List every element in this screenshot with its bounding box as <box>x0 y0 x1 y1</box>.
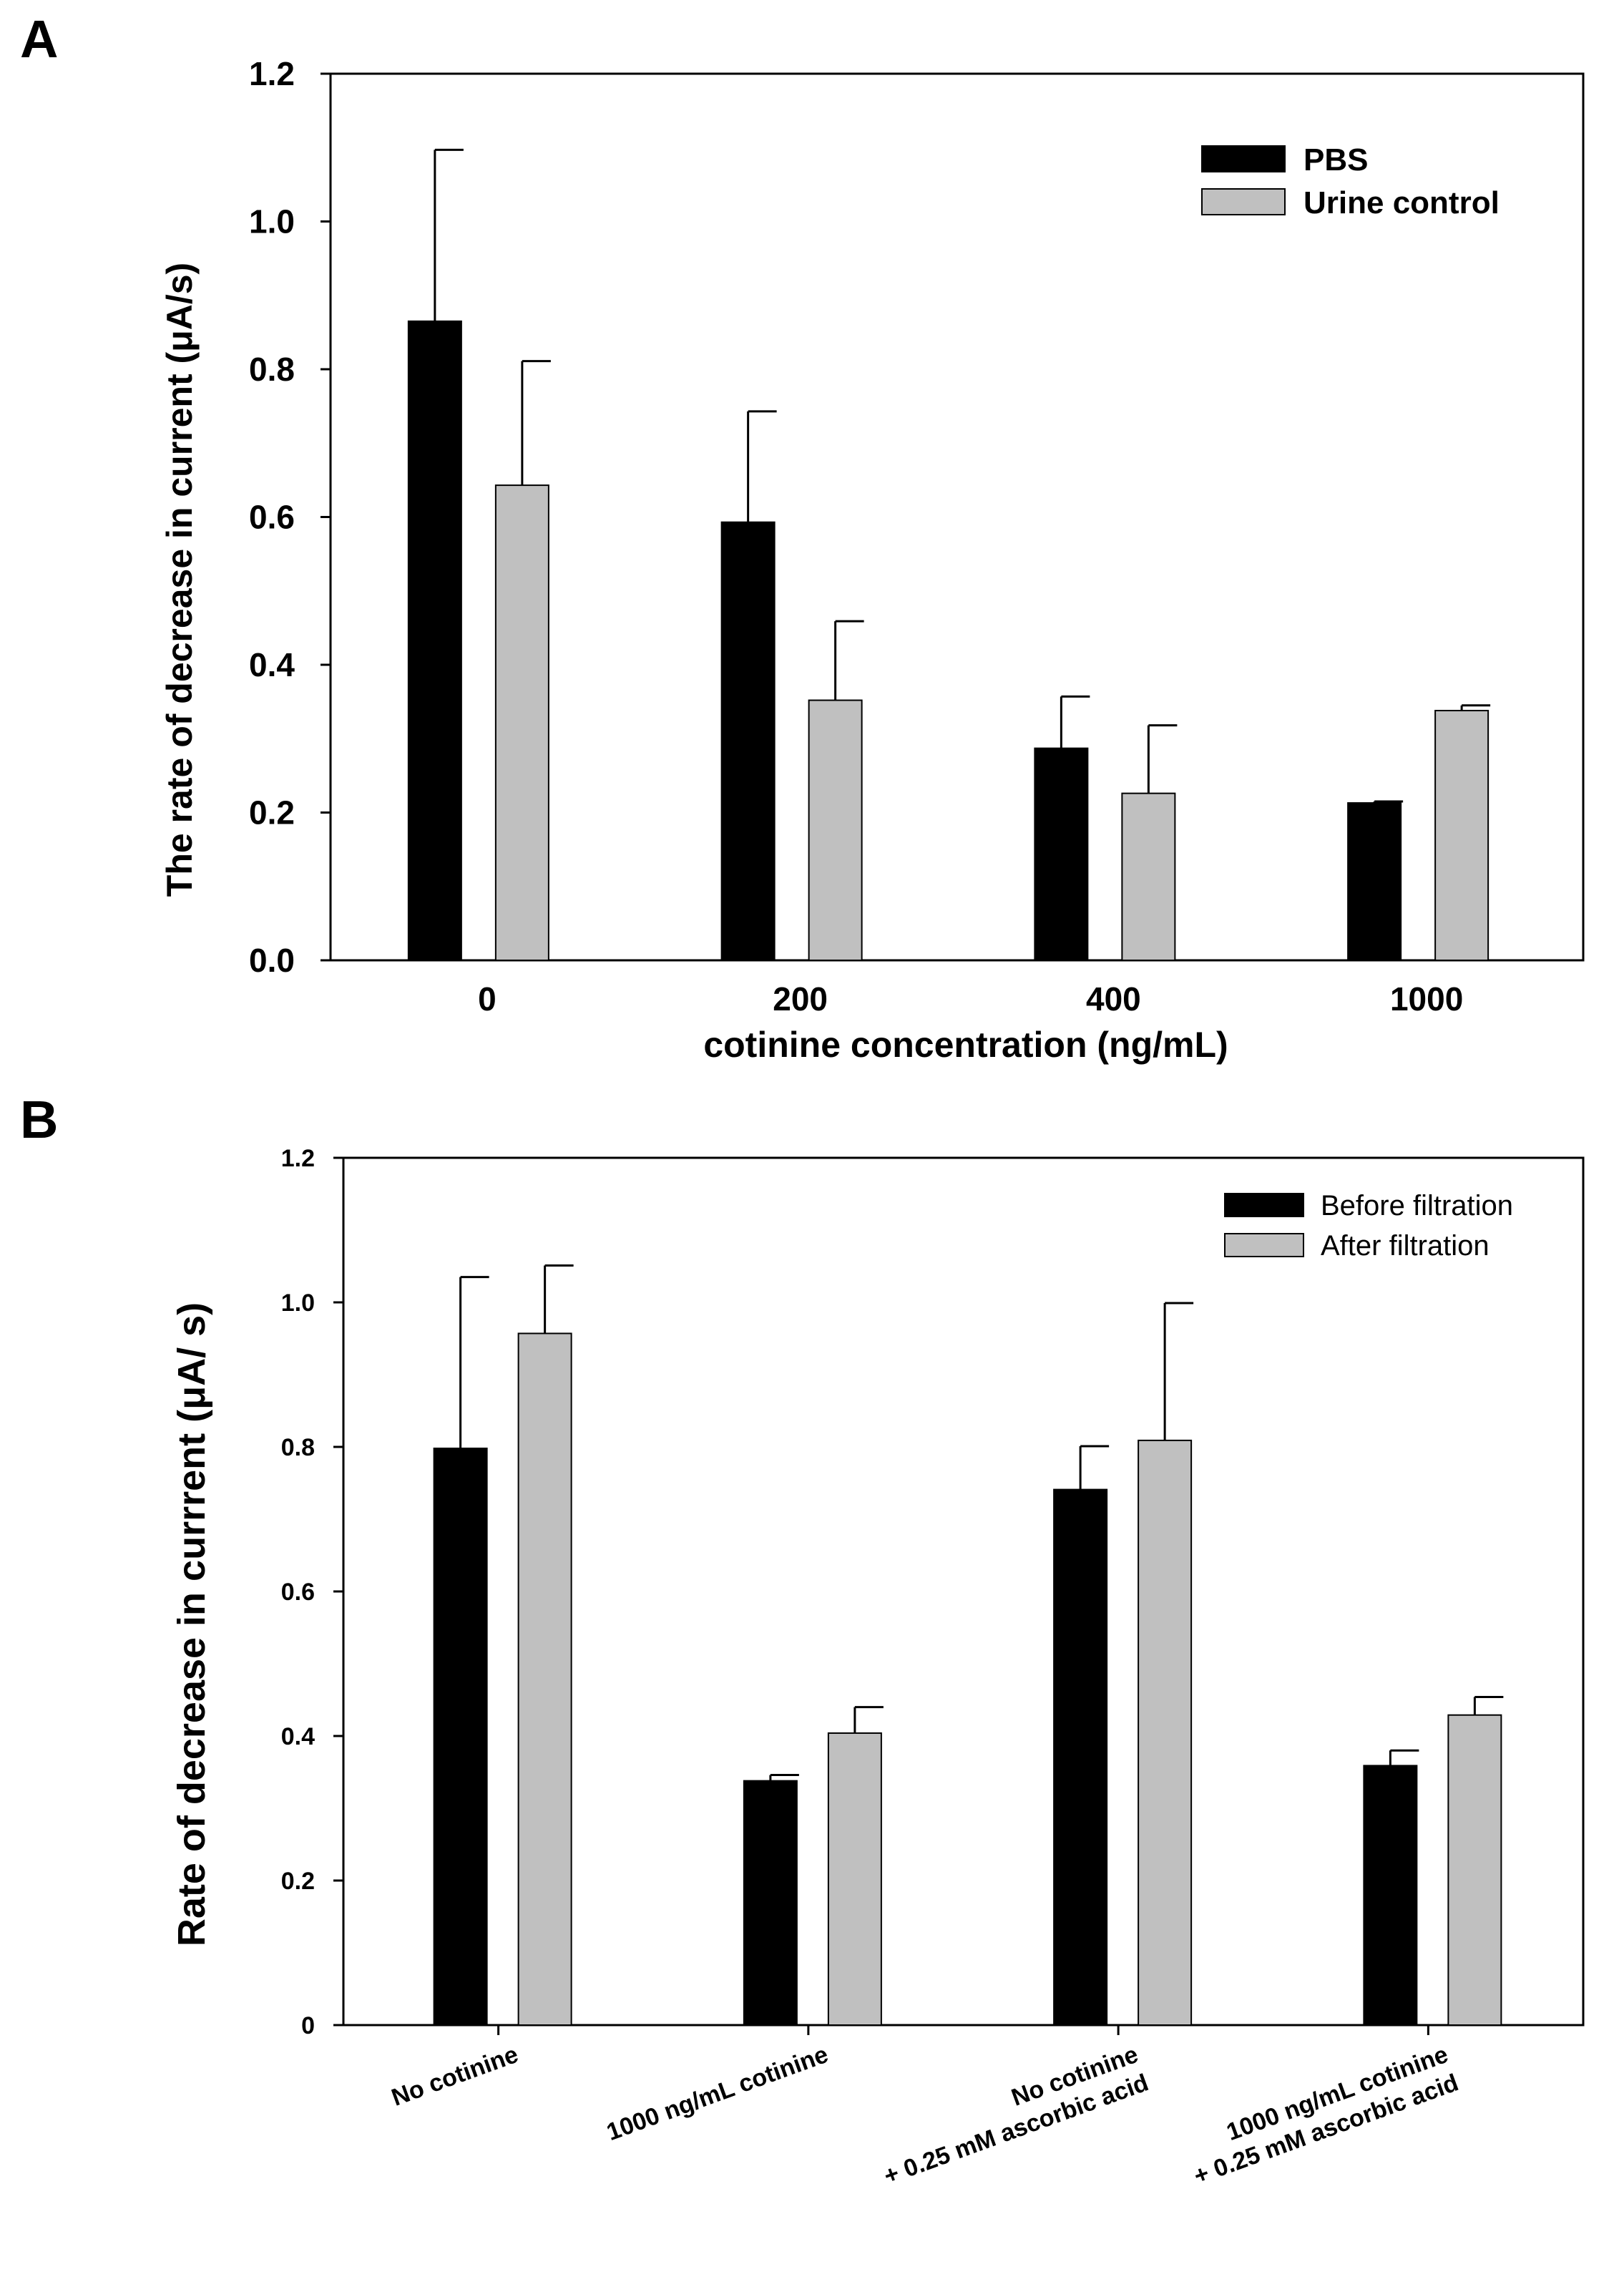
y-tick-label: 0.4 <box>249 646 295 683</box>
x-tick-label: 200 <box>773 980 828 1018</box>
y-tick-label: 1.2 <box>281 1145 315 1172</box>
bar <box>517 1332 572 2027</box>
bar <box>1053 1488 1108 2027</box>
y-tick-label: 1.0 <box>281 1289 315 1317</box>
legend-swatch <box>1224 1233 1304 1257</box>
x-tick-label: 1000 ng/mL cotinine+ 0.25 mM ascorbic ac… <box>1180 2041 1462 2190</box>
bar <box>1138 1439 1193 2027</box>
x-tick-label: No cotinine <box>388 2041 522 2112</box>
legend-swatch <box>1224 1193 1304 1217</box>
legend-label: PBS <box>1303 142 1368 177</box>
panel-a-chart: 0.0 0.2 0.4 0.6 0.8 1.0 1.2 0 200 400 1000 PBS Urine… <box>249 55 1585 1018</box>
bar <box>720 521 776 961</box>
bar <box>433 1448 488 2026</box>
y-axis-label-b: Rate of decrease in currrent (μA/ s) <box>170 1302 213 1946</box>
bar <box>1447 1714 1502 2026</box>
bar <box>1034 747 1089 961</box>
x-tick-label-line: 1000 ng/mL cotinine <box>603 2041 832 2146</box>
legend-label: After filtration <box>1321 1230 1490 1262</box>
y-tick-label: 0.6 <box>281 1579 315 1606</box>
bar <box>1363 1765 1418 2026</box>
y-tick-label: 0.8 <box>281 1434 315 1461</box>
legend-label: Urine control <box>1303 185 1500 220</box>
y-tick-label: 0.6 <box>249 499 295 536</box>
y-tick-label: 1.2 <box>249 55 295 92</box>
bar <box>407 320 462 961</box>
panel-letter-a: A <box>20 9 58 69</box>
bar <box>1121 792 1176 962</box>
legend-swatch <box>1201 145 1286 172</box>
y-tick-label: 0.2 <box>249 794 295 832</box>
y-tick-label: 0.2 <box>281 1868 315 1895</box>
x-axis-label-a: cotinine concentration (ng/mL) <box>703 1025 1228 1065</box>
x-tick-label: No cotinine+ 0.25 mM ascorbic acid <box>870 2041 1152 2190</box>
x-tick-label: 0 <box>478 980 497 1018</box>
bar <box>494 484 549 961</box>
bar <box>743 1780 798 2027</box>
bar <box>808 699 863 961</box>
x-tick-label: 1000 ng/mL cotinine <box>603 2041 832 2146</box>
legend-label: Before filtration <box>1321 1190 1513 1221</box>
bar <box>1347 802 1402 962</box>
x-tick-label: 1000 <box>1390 980 1463 1018</box>
y-tick-label: 0.8 <box>249 351 295 388</box>
legend-swatch <box>1201 188 1286 215</box>
y-tick-label: 0.4 <box>281 1723 315 1750</box>
y-tick-label: 0.0 <box>249 942 295 979</box>
y-axis-label-a: The rate of decrease in current (μA/s) <box>160 263 200 897</box>
y-tick-label: 0 <box>301 2012 315 2039</box>
bar <box>827 1732 882 2026</box>
x-tick-label-line: No cotinine <box>388 2041 522 2112</box>
panel-letter-b: B <box>20 1090 58 1149</box>
x-tick-label: 400 <box>1086 980 1141 1018</box>
bar <box>1434 710 1490 961</box>
panel-b-chart: 0 0.2 0.4 0.6 0.8 1.0 1.2 No cotinine 1000 ng/mL… <box>281 1145 1585 2190</box>
y-tick-label: 1.0 <box>249 203 295 240</box>
